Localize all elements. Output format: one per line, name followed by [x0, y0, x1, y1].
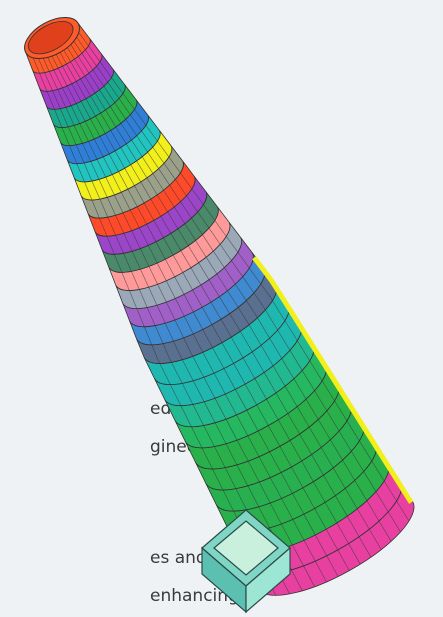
box-inner — [213, 520, 279, 576]
box-side — [245, 546, 291, 614]
mesh-line — [31, 54, 277, 596]
cone-mesh — [24, 16, 415, 596]
mesh-line — [56, 46, 350, 571]
mesh-line — [36, 54, 290, 595]
mesh-line — [60, 44, 361, 565]
mesh-seam — [252, 256, 414, 504]
opening-inner — [27, 20, 74, 55]
nozzle-box — [201, 509, 291, 614]
mesh-line — [44, 51, 315, 587]
mesh-line — [67, 39, 382, 550]
mesh-line — [76, 29, 410, 522]
mesh-line — [40, 53, 303, 591]
mesh-line — [52, 48, 339, 577]
mesh-line — [70, 36, 392, 542]
mesh-line — [73, 33, 401, 533]
text-line: enhancing — [150, 586, 239, 606]
mesh-line — [63, 41, 372, 558]
mesh-line — [48, 50, 327, 583]
text-line: es and — [150, 548, 207, 568]
